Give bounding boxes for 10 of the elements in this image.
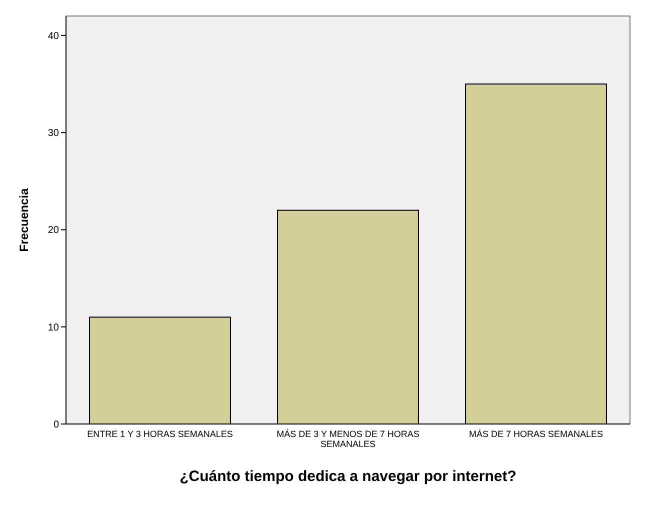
y-tick-label: 40 bbox=[48, 30, 60, 42]
x-tick-label: MÁS DE 7 HORAS SEMANALES bbox=[468, 429, 604, 439]
x-tick-label: ENTRE 1 Y 3 HORAS SEMANALES bbox=[87, 429, 233, 439]
y-tick-label: 0 bbox=[53, 420, 60, 430]
y-tick-label: 20 bbox=[48, 225, 60, 236]
x-axis-title: ¿Cuánto tiempo dedica a navegar por internet? bbox=[180, 468, 516, 485]
y-axis-title: Frecuencia bbox=[17, 188, 31, 252]
x-tick-label: MÁS DE 3 Y MENOS DE 7 HORAS SEMANALES bbox=[276, 429, 420, 449]
y-tick-label: 10 bbox=[48, 322, 60, 334]
y-tick-label: 30 bbox=[48, 128, 60, 140]
